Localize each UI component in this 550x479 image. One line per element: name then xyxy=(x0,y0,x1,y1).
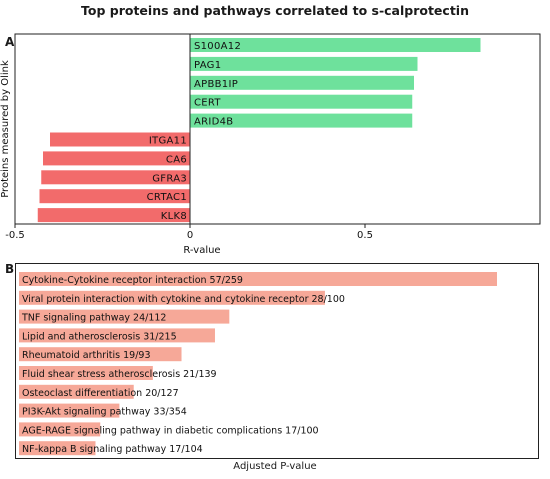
pathway-bar xyxy=(19,366,153,380)
bar-label: APBB1IP xyxy=(194,79,238,90)
pathway-bar xyxy=(19,384,134,399)
x-tick-label: 0.5 xyxy=(357,230,373,241)
pathway-bar xyxy=(19,403,120,418)
bar-label: ITGA11 xyxy=(149,136,187,147)
bar-pag1 xyxy=(190,56,418,71)
bar-crtac1 xyxy=(39,189,190,204)
bar-gfra3 xyxy=(41,170,190,185)
protein-correlation-chart: S100A12 PAG1 APBB1IP CERT ARID4B ITGA11 CA6 GFR… xyxy=(0,33,541,256)
bar-label: CRTAC1 xyxy=(147,192,187,203)
pathway-label: PI3K-Akt signaling pathway 33/354 xyxy=(22,407,187,418)
pathway-label: Cytokine-Cytokine receptor interaction 5… xyxy=(22,275,243,286)
bar-itga11 xyxy=(50,132,190,147)
bar-cert xyxy=(190,94,413,109)
bar-klk8 xyxy=(37,208,190,223)
bar-label: PAG1 xyxy=(194,60,221,71)
pathway-bar xyxy=(19,290,325,305)
pathway-label: NF-kappa B signaling pathway 17/104 xyxy=(22,444,203,455)
pathway-bar xyxy=(19,422,101,437)
bar-label: CA6 xyxy=(166,154,187,165)
panel-b-label: B xyxy=(5,262,15,276)
bar-ca6 xyxy=(43,151,190,166)
chart-title: Top proteins and pathways correlated to … xyxy=(81,3,469,18)
bar-apbb1ip xyxy=(190,75,414,90)
bar-label: ARID4B xyxy=(194,117,233,128)
pathway-enrichment-chart: Cytokine-Cytokine receptor interaction 5… xyxy=(19,272,497,456)
bar-label: KLK8 xyxy=(161,211,187,222)
bar-s100a12 xyxy=(190,38,481,52)
x-tick-label: -0.5 xyxy=(5,230,25,241)
pathway-label: TNF signaling pathway 24/112 xyxy=(21,313,166,324)
x-tick-label: 0 xyxy=(187,230,193,241)
x-axis-label: R-value xyxy=(183,245,220,256)
pathway-x-axis-label: Adjusted P-value xyxy=(233,461,317,472)
pathway-label: AGE-RAGE signaling pathway in diabetic c… xyxy=(22,425,319,436)
pathway-bar xyxy=(19,272,497,286)
pathway-chart-frame: Cytokine-Cytokine receptor interaction 5… xyxy=(15,263,539,459)
bar-arid4b xyxy=(190,113,413,128)
bar-label: GFRA3 xyxy=(152,173,187,184)
pathway-label: Lipid and atherosclerosis 31/215 xyxy=(22,331,177,342)
pathway-label: Rheumatoid arthritis 19/93 xyxy=(22,350,151,361)
y-axis-label: Proteins measured by Olink xyxy=(0,60,11,198)
pathway-label: Osteoclast differentiation 20/127 xyxy=(22,388,179,399)
pathway-label: Viral protein interaction with cytokine … xyxy=(22,294,345,305)
pathway-bar xyxy=(19,309,230,324)
pathway-bar xyxy=(19,347,182,362)
panel-a-label: A xyxy=(5,35,15,49)
plot-frame xyxy=(14,33,541,225)
bar-label: CERT xyxy=(194,98,221,109)
bar-label: S100A12 xyxy=(194,41,241,52)
pathway-bar xyxy=(19,328,215,343)
pathway-label: Fluid shear stress atherosclerosis 21/13… xyxy=(22,369,217,380)
pathway-bar xyxy=(19,441,96,456)
